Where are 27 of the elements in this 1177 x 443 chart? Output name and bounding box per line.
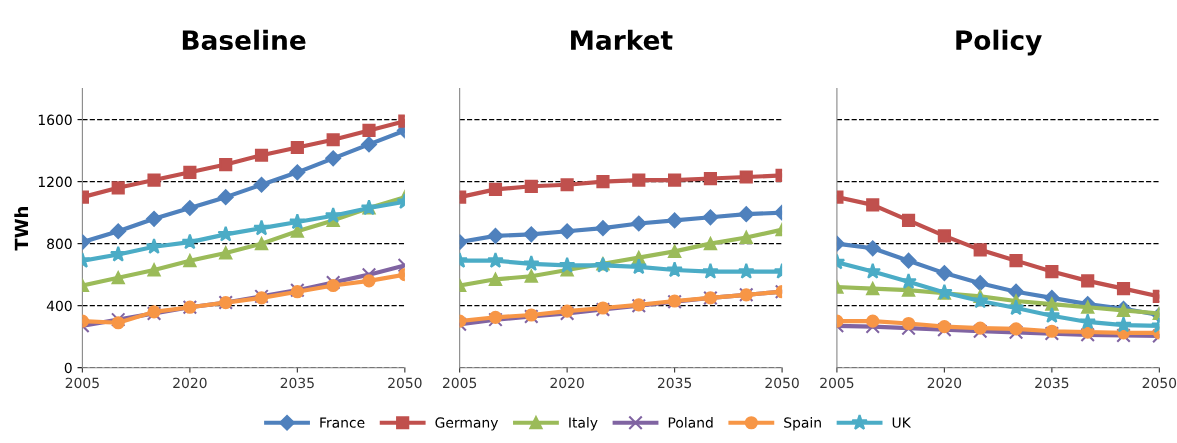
x-tick-label: 2050 — [765, 377, 799, 389]
legend-label: Spain — [784, 417, 821, 431]
legend-label: UK — [892, 417, 912, 428]
x-tick-label: 2020 — [550, 377, 584, 389]
x-tick-label: 2050 — [1142, 377, 1177, 389]
y-tick-label: 1200 — [38, 176, 72, 188]
y-tick-label: 800 — [47, 238, 72, 250]
x-tick-label: 2020 — [173, 377, 207, 389]
x-tick-label: 2005 — [442, 377, 477, 389]
x-tick-label: 2035 — [657, 377, 692, 389]
x-tick-label: 2035 — [1035, 377, 1069, 389]
x-tick-label: 2005 — [820, 377, 854, 389]
x-tick-label: 2050 — [388, 377, 422, 389]
y-tick-label: 1600 — [38, 114, 72, 126]
x-tick-label: 2005 — [65, 377, 99, 389]
legend-label: Germany — [435, 417, 499, 431]
legend-label: Italy — [569, 417, 598, 431]
y-tick-label: 400 — [46, 300, 72, 312]
chart-title: Baseline — [182, 29, 306, 51]
chart-title: Policy — [956, 29, 1042, 56]
x-tick-label: 2035 — [280, 377, 314, 389]
legend-label: Poland — [668, 417, 713, 428]
y-tick-label: 0 — [64, 362, 72, 374]
legend-label: France — [320, 417, 365, 428]
chart-title: Market — [571, 29, 673, 51]
x-tick-label: 2020 — [927, 377, 962, 389]
y-axis-title: TWh — [14, 207, 29, 251]
